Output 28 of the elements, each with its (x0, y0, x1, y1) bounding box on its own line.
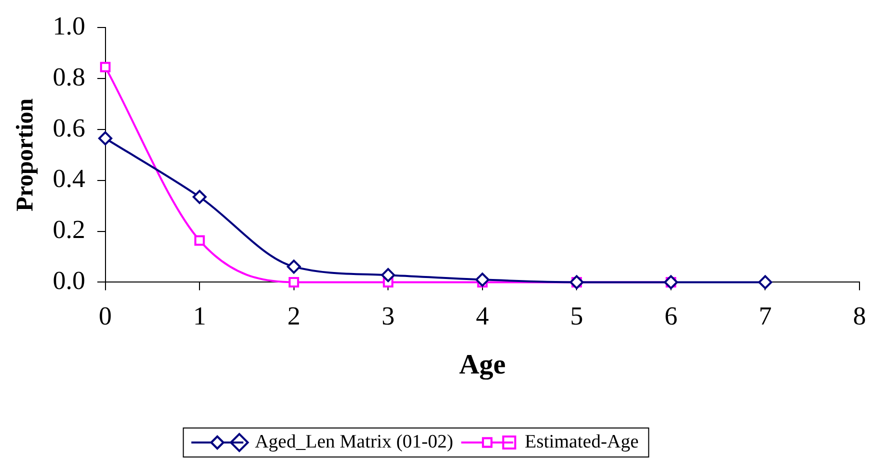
y-axis-title: Proportion (12, 98, 39, 212)
legend-label: Estimated-Age (524, 431, 639, 452)
x-tick-label: 2 (287, 302, 300, 331)
point (286, 260, 301, 274)
point (100, 62, 111, 72)
y-tick-label: 0.4 (52, 164, 86, 194)
legend-label: Aged_Len Matrix (01-02) (254, 431, 454, 452)
point (758, 275, 772, 290)
x-tick-label: 3 (382, 302, 395, 331)
y-tick-label: 0.0 (52, 266, 86, 296)
x-tick-label: 4 (476, 302, 489, 331)
x-tick-label: 6 (664, 302, 678, 331)
point (381, 268, 396, 282)
point (288, 276, 300, 288)
x-tick-label: 0 (98, 302, 112, 331)
y-tick-label: 1.0 (52, 11, 86, 40)
y-tick-label: 0.6 (52, 113, 86, 142)
x-tick-label: 5 (570, 302, 584, 331)
x-axis-title: Age (459, 349, 506, 380)
point (192, 190, 207, 204)
x-tick-label: 8 (853, 302, 866, 331)
y-tick-label: 0.8 (52, 62, 86, 92)
x-tick-label: 1 (193, 302, 206, 331)
point (475, 272, 490, 287)
point (194, 235, 205, 246)
y-tick-label: 0.2 (52, 215, 86, 244)
x-tick-label: 7 (758, 302, 772, 331)
point (98, 131, 112, 146)
